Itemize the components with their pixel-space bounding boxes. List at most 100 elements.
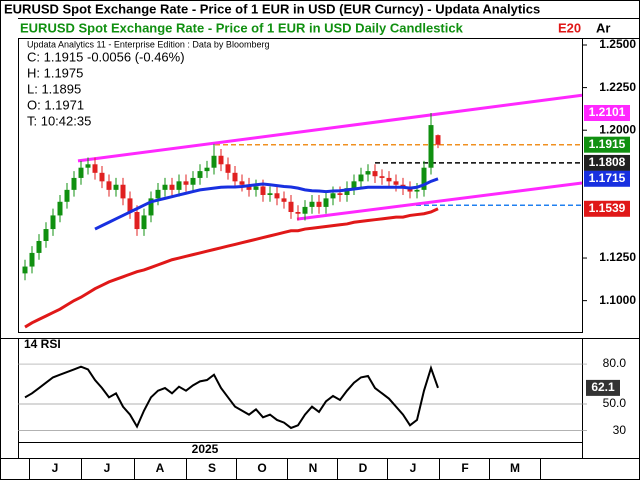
candle-body [435, 135, 441, 145]
candle-body [113, 184, 119, 190]
price-label: 1.1915 [589, 137, 626, 151]
price-label-box [584, 154, 630, 171]
candle-body [78, 167, 84, 178]
rsi-label-box [586, 379, 620, 396]
candle-body [106, 181, 112, 190]
price-label-box [584, 170, 630, 187]
x-tick-label: S [208, 461, 216, 475]
price-label: 1.2101 [589, 105, 626, 119]
candle-body [141, 215, 147, 230]
y-tick-label: 1.1000 [599, 293, 636, 307]
candle-body [421, 167, 427, 190]
year-label: 2025 [192, 442, 219, 456]
info-line: C: 1.1915 -0.0056 (-0.46%) [27, 49, 185, 64]
candle-body [43, 229, 49, 241]
candle-body [218, 155, 224, 165]
candle-body [57, 201, 63, 216]
candle-body [344, 188, 350, 195]
candle-body [239, 181, 245, 185]
candle-body [204, 167, 210, 172]
x-tick-label: F [461, 461, 468, 475]
candle-body [85, 164, 91, 168]
trendline [296, 181, 583, 221]
candle-body [176, 181, 182, 190]
x-tick-label: J [410, 461, 417, 475]
y-tick-label: 1.2250 [599, 80, 636, 94]
candle-body [309, 201, 315, 207]
candle-body [316, 201, 322, 207]
chart-title: EURUSD Spot Exchange Rate - Price of 1 E… [20, 20, 464, 35]
y-tick-label: 30 [613, 423, 627, 437]
y-tick-label: 1.1250 [599, 250, 636, 264]
candle-body [288, 201, 294, 213]
candle-body [428, 125, 434, 168]
x-tick-label: A [156, 461, 165, 475]
candle-body [148, 198, 154, 216]
candle-body [36, 240, 42, 253]
candle-body [302, 206, 308, 214]
candle-body [323, 198, 329, 207]
candle-body [22, 266, 28, 274]
price-label: 1.1715 [589, 171, 626, 185]
candle-body [274, 193, 280, 199]
y-tick-label: 1.2000 [599, 122, 636, 136]
y-tick-label: 1.2500 [599, 37, 636, 51]
x-tick-label: J [52, 461, 59, 475]
price-label-box [584, 104, 630, 121]
price-label: 1.1808 [589, 155, 626, 169]
candle-body [414, 189, 420, 192]
candle-body [64, 189, 70, 202]
candle-body [246, 184, 252, 190]
candle-body [365, 171, 371, 175]
candle-body [190, 177, 196, 185]
candle-body [267, 193, 273, 195]
candle-body [253, 186, 259, 190]
x-tick-label: J [104, 461, 111, 475]
candle-body [379, 176, 385, 178]
candle-body [120, 184, 126, 199]
candle-body [393, 181, 399, 185]
title-suffix: E20 [558, 20, 581, 35]
info-line: T: 10:42:35 [27, 113, 91, 128]
trendline [77, 93, 583, 163]
candle-body [92, 164, 98, 173]
x-tick-label: D [359, 461, 368, 475]
candle-body [99, 172, 105, 182]
candle-body [330, 193, 336, 199]
rsi-title: 14 RSI [24, 337, 61, 351]
y-tick-label: 80.0 [603, 356, 627, 370]
rsi-line [24, 364, 439, 430]
candle-body [134, 212, 140, 230]
candle-body [183, 181, 189, 185]
candle-body [372, 171, 378, 177]
candle-body [29, 252, 35, 267]
candle-body [225, 164, 231, 173]
rsi-label: 62.1 [591, 380, 615, 394]
page-title: EURUSD Spot Exchange Rate - Price of 1 E… [4, 1, 540, 16]
candle-body [386, 177, 392, 182]
price-label-box [584, 200, 630, 217]
x-tick-label: O [257, 461, 266, 475]
axis-corner: Ar [596, 20, 610, 35]
candle-body [155, 189, 161, 199]
candle-body [197, 171, 203, 178]
price-label: 1.1539 [589, 201, 626, 215]
candle-body [50, 215, 56, 230]
candle-body [71, 177, 77, 190]
x-tick-label: N [309, 461, 318, 475]
candle-body [260, 186, 266, 195]
candle-body [351, 181, 357, 189]
candle-body [281, 198, 287, 202]
info-line: O: 1.1971 [27, 97, 84, 112]
candle-body [169, 184, 175, 190]
info-line: H: 1.1975 [27, 65, 83, 80]
info-line: L: 1.1895 [27, 81, 81, 96]
x-tick-label: M [510, 461, 520, 475]
info-source: Updata Analytics 11 - Enterprise Edition… [27, 39, 269, 49]
moving-average [94, 177, 439, 231]
price-pane [18, 38, 583, 333]
candle-body [211, 155, 217, 168]
